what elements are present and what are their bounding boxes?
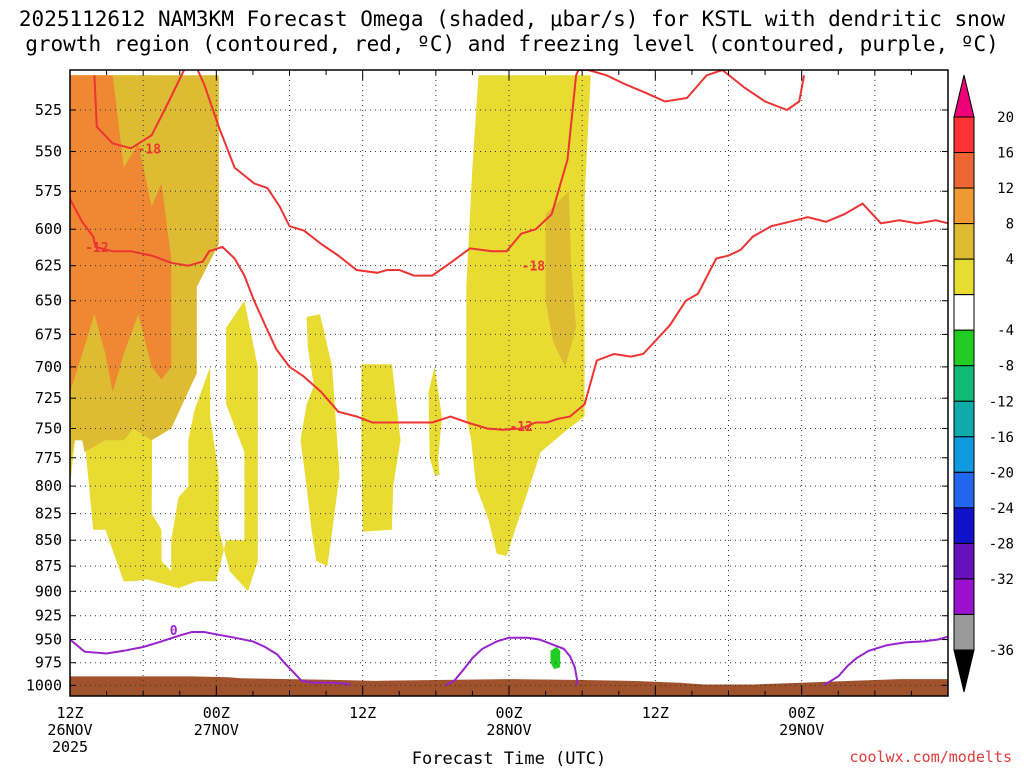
y-tick-label: 950 — [35, 631, 62, 649]
isotherm-minus18 — [93, 70, 806, 277]
y-tick-label: 1000 — [26, 676, 62, 694]
x-tick-label: 28NOV — [486, 721, 531, 739]
x-tick-label: 2025 — [52, 738, 88, 756]
colorbar-swatch — [953, 294, 975, 331]
y-tick-label: 650 — [35, 292, 62, 310]
x-tick-label: 00Z — [203, 704, 230, 722]
x-tick-label: 26NOV — [47, 721, 92, 739]
colorbar: 20 16 12 8 4 -4 -8 -12 -16 -20 -24 -28 -32 -36 — [953, 74, 1014, 693]
colorbar-swatch — [953, 507, 975, 544]
y-tick-label: 825 — [35, 505, 62, 523]
y-tick-label: 600 — [35, 220, 62, 238]
y-tick-label: 725 — [35, 389, 62, 407]
colorbar-label: -28 — [989, 536, 1014, 552]
isotherm-label: -18 — [138, 142, 162, 157]
x-tick-label: 29NOV — [779, 721, 824, 739]
isotherm-label: -12 — [85, 241, 108, 256]
isotherm-minus12 — [70, 198, 948, 431]
y-tick-label: 525 — [35, 101, 62, 119]
temperature-contours: -18 -12 -18 -12 0 — [70, 70, 948, 687]
y-tick-label: 675 — [35, 325, 62, 343]
freezing-level-line — [823, 635, 948, 687]
freezing-level-line — [445, 636, 579, 687]
chart-title-line1: 2025112612 NAM3KM Forecast Omega (shaded… — [19, 7, 1006, 31]
colorbar-swatch — [953, 400, 975, 438]
x-tick-label: 00Z — [788, 704, 815, 722]
omega-negative — [550, 647, 561, 670]
colorbar-label: 8 — [1006, 217, 1014, 233]
colorbar-swatch — [953, 365, 975, 402]
colorbar-swatch — [953, 542, 975, 580]
y-tick-label: 800 — [35, 477, 62, 495]
colorbar-swatch — [953, 116, 975, 154]
colorbar-label: 20 — [997, 110, 1014, 126]
x-tick-label: 12Z — [56, 704, 83, 722]
colorbar-label: -36 — [989, 643, 1014, 659]
omega-4to8-col2 — [361, 364, 401, 532]
y-tick-label: 700 — [35, 358, 62, 376]
colorbar-bottom-triangle — [953, 649, 975, 693]
colorbar-label: 4 — [1006, 252, 1014, 268]
y-tick-label: 550 — [35, 143, 62, 161]
colorbar-swatch — [953, 329, 975, 367]
isotherm-label: -12 — [509, 420, 532, 435]
isotherm-label: -18 — [522, 260, 546, 275]
colorbar-swatch — [953, 471, 975, 509]
colorbar-label: 16 — [997, 146, 1014, 162]
colorbar-label: -24 — [989, 501, 1014, 517]
colorbar-label: -20 — [989, 465, 1014, 481]
x-tick-label: 12Z — [349, 704, 376, 722]
y-tick-label: 625 — [35, 257, 62, 275]
y-tick-label: 850 — [35, 531, 62, 549]
colorbar-swatch — [953, 578, 975, 615]
colorbar-top-triangle — [953, 74, 975, 118]
colorbar-swatch — [953, 613, 975, 651]
colorbar-swatch — [953, 152, 975, 189]
colorbar-swatch — [953, 258, 975, 296]
y-tick-label: 925 — [35, 607, 62, 625]
omega-4to8-right — [466, 75, 591, 556]
colorbar-label: 12 — [997, 181, 1014, 197]
freezing-level-line — [70, 631, 351, 686]
colorbar-swatch — [953, 436, 975, 473]
y-tick-label: 975 — [35, 654, 62, 672]
x-tick-label: 27NOV — [194, 721, 239, 739]
colorbar-label: -16 — [989, 430, 1014, 446]
colorbar-swatch — [953, 223, 975, 260]
colorbar-label: -12 — [989, 394, 1014, 410]
y-tick-label: 575 — [35, 182, 62, 200]
freezing-level-label: 0 — [170, 624, 178, 639]
x-axis-label: Forecast Time (UTC) — [412, 749, 606, 768]
x-tick-label: 12Z — [642, 704, 669, 722]
omega-4to8-col1 — [300, 314, 340, 567]
omega-shading — [70, 75, 591, 670]
y-tick-label: 900 — [35, 582, 62, 600]
omega-12to16-left — [70, 75, 172, 393]
colorbar-swatch — [953, 187, 975, 225]
colorbar-label: -32 — [989, 572, 1014, 588]
colorbar-label: -8 — [997, 359, 1014, 375]
chart-title-line2: growth region (contoured, red, ºC) and f… — [25, 32, 999, 56]
credit-text: coolwx.com/modelts — [849, 748, 1012, 766]
pressure-axis: 525 550 575 600 625 650 675 700 725 750 775 800 825 8… — [26, 101, 948, 694]
omega-8to12-right — [545, 191, 577, 367]
y-tick-label: 875 — [35, 557, 62, 575]
y-tick-label: 775 — [35, 449, 62, 467]
y-tick-label: 750 — [35, 419, 62, 437]
colorbar-label: -4 — [997, 323, 1014, 339]
x-tick-label: 00Z — [495, 704, 522, 722]
